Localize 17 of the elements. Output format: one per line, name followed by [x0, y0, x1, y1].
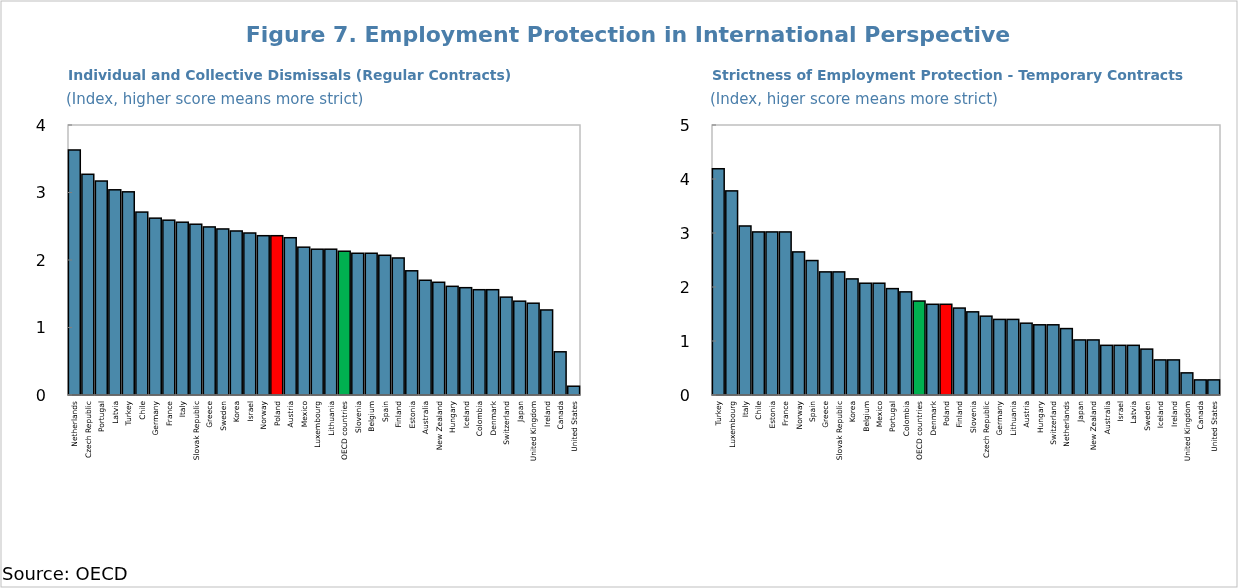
- y-tick-label: 1: [679, 331, 690, 351]
- chart-title: Individual and Collective Dismissals (Regular Contracts): [68, 67, 512, 83]
- chart-subtitle: (Index, higher score means more strict): [66, 90, 364, 108]
- y-tick-label: 1: [35, 318, 46, 338]
- y-tick-label: 3: [35, 183, 46, 203]
- chart-title: Strictness of Employment Protection - Temporary Contracts: [712, 67, 1184, 83]
- y-tick-label: 4: [679, 169, 690, 189]
- chart-subtitle: (Index, higer score means more strict): [710, 90, 998, 108]
- y-tick-label: 0: [35, 385, 46, 405]
- caption: Figure 7. Employment Protection in International Perspective: [245, 22, 1011, 47]
- y-tick-label: 2: [679, 277, 690, 297]
- source-note: Source: OECD: [2, 563, 128, 584]
- y-tick-label: 5: [679, 115, 690, 135]
- y-tick-label: 0: [679, 385, 690, 405]
- y-tick-label: 2: [35, 250, 46, 270]
- y-tick-label: 4: [35, 115, 46, 135]
- y-tick-label: 3: [679, 223, 690, 243]
